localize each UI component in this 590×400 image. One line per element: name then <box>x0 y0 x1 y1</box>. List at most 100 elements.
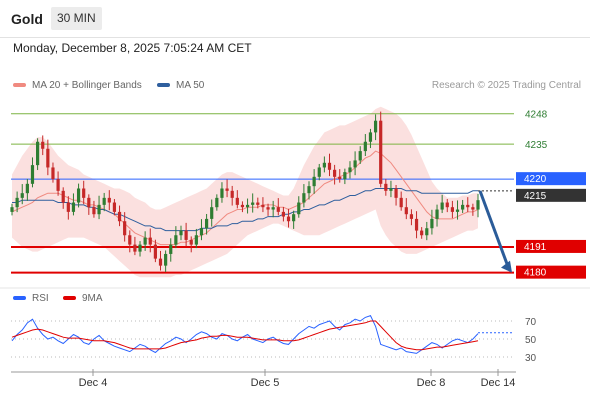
forecast-arrowhead <box>501 260 512 273</box>
level-label-4248: 4248 <box>525 110 548 121</box>
candle-body <box>82 188 86 198</box>
x-tick-label-Dec-5: Dec 5 <box>251 377 280 389</box>
candle-body <box>153 244 157 259</box>
candle-body <box>266 207 270 210</box>
candle-body <box>276 207 280 212</box>
candle-body <box>409 214 414 219</box>
candle-body <box>225 188 229 191</box>
candle-body <box>184 230 188 240</box>
candle-body <box>97 204 101 215</box>
candle-body <box>56 179 60 191</box>
candle-body <box>281 211 286 217</box>
candle-body <box>61 190 65 203</box>
candle-body <box>107 197 111 203</box>
candle-body <box>384 183 388 191</box>
timeframe-button[interactable]: 30 MIN <box>51 7 102 30</box>
candle-body <box>76 188 81 203</box>
candle-body <box>333 169 337 177</box>
rsi-ma-swatch <box>63 296 76 301</box>
candle-body <box>169 244 173 254</box>
candle-body <box>286 216 291 222</box>
level-tag-text-4180: 4180 <box>524 268 547 279</box>
candle-body <box>338 176 342 180</box>
bollinger-band <box>12 106 478 278</box>
candle-body <box>158 258 163 266</box>
ma20-swatch <box>13 83 26 88</box>
candle-body <box>379 120 383 184</box>
candle-body <box>297 202 301 215</box>
candle-body <box>123 221 127 236</box>
candle-body <box>87 197 91 208</box>
candle-body <box>230 190 234 198</box>
candle-body <box>36 141 40 166</box>
candle-body <box>251 202 255 205</box>
ma50-label: MA 50 <box>176 80 205 91</box>
candle-body <box>46 148 50 168</box>
candle-body <box>25 183 29 194</box>
credit-text: Research © 2025 Trading Central <box>431 80 581 91</box>
candle-body <box>302 193 306 203</box>
level-tag-text-4191: 4191 <box>524 242 547 253</box>
candle-body <box>450 207 454 212</box>
candles-group <box>10 111 480 272</box>
candle-body <box>112 202 117 212</box>
top-bar: Gold 30 MIN <box>0 0 590 38</box>
candle-body <box>220 188 224 198</box>
candle-body <box>420 230 424 236</box>
candle-body <box>66 202 70 212</box>
candle-body <box>117 211 122 222</box>
candle-body <box>245 204 250 208</box>
candle-body <box>164 253 168 266</box>
candle-body <box>30 165 35 184</box>
candle-body <box>133 244 137 252</box>
legend-rsi: RSI <box>13 293 49 304</box>
rsi-swatch <box>13 296 26 301</box>
level-tag-4191 <box>516 239 586 253</box>
candle-body <box>461 204 465 210</box>
candle-body <box>256 202 260 205</box>
candle-body <box>138 244 142 252</box>
forecast-arrow-line <box>478 190 510 268</box>
candle-body <box>292 214 296 222</box>
rsi-tick-70: 70 <box>525 317 537 328</box>
candle-body <box>455 209 460 212</box>
candle-body <box>20 193 24 198</box>
candle-body <box>215 197 219 208</box>
candle-body <box>174 235 178 245</box>
legend-ma50: MA 50 <box>157 80 204 91</box>
candle-body <box>204 218 209 229</box>
rsi-tick-50: 50 <box>525 335 537 346</box>
candle-body <box>179 230 183 236</box>
candle-body <box>271 207 275 210</box>
candle-body <box>389 188 393 191</box>
candle-body <box>363 141 367 152</box>
candle-body <box>235 197 239 205</box>
legend-rsi-ma: 9MA <box>63 293 103 304</box>
datetime-label: Monday, December 8, 2025 7:05:24 AM CET <box>13 41 252 55</box>
candle-body <box>189 239 193 245</box>
candle-body <box>102 197 106 205</box>
candle-body <box>41 141 45 149</box>
level-tag-4180 <box>516 265 586 279</box>
rsi-label: RSI <box>32 293 49 304</box>
candle-body <box>440 202 444 210</box>
level-tag-text-4215: 4215 <box>524 191 547 202</box>
level-tag-4215 <box>516 188 586 202</box>
ma20-label: MA 20 + Bollinger Bands <box>32 80 142 91</box>
candle-body <box>425 228 429 236</box>
candle-body <box>128 235 132 245</box>
rsi-line <box>11 314 479 354</box>
candle-body <box>327 162 332 170</box>
rsi-ma-line <box>11 320 479 351</box>
candle-body <box>445 202 449 208</box>
candle-body <box>240 204 245 208</box>
candle-body <box>92 207 96 215</box>
candle-body <box>348 167 352 173</box>
candle-body <box>399 197 403 208</box>
candle-body <box>358 151 362 161</box>
candle-body <box>143 237 147 245</box>
rsi-tick-30: 30 <box>525 353 537 364</box>
candle-body <box>414 218 419 231</box>
candle-body <box>312 176 316 187</box>
